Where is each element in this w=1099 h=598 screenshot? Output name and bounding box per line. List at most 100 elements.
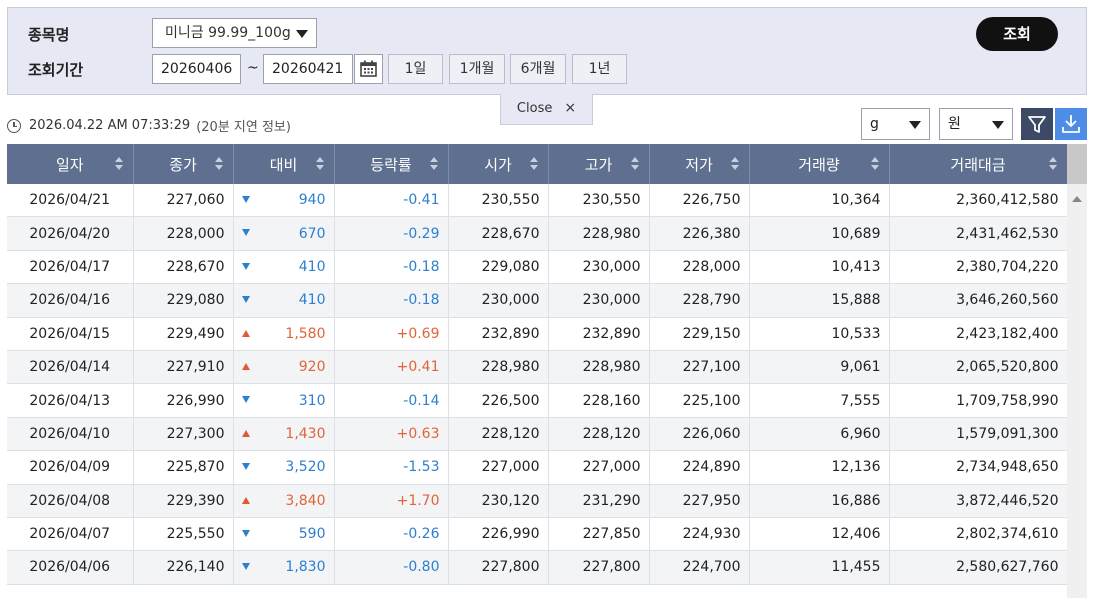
sort-icon[interactable] [870, 157, 879, 171]
cell-amount: 2,431,462,530 [889, 216, 1068, 251]
table-row[interactable]: 2026/04/20 228,000 670 -0.29 228,670 228,980 2… [7, 216, 1068, 251]
cell-close: 226,140 [133, 550, 234, 585]
cell-close: 226,990 [133, 383, 234, 418]
column-header-rate[interactable]: 등락률 [334, 144, 449, 184]
triangle-up-icon [241, 329, 250, 337]
cell-value: 1,709,758,990 [956, 392, 1059, 409]
cell-value: 228,160 [582, 392, 641, 409]
cell-value: 227,060 [166, 192, 225, 209]
cell-value: 9,061 [840, 359, 881, 376]
cell-high: 228,120 [548, 417, 650, 452]
column-header-volume[interactable]: 거래량 [749, 144, 890, 184]
sort-icon[interactable] [630, 157, 639, 171]
column-header-high[interactable]: 고가 [548, 144, 650, 184]
filter-button[interactable] [1021, 108, 1053, 140]
cell-date: 2026/04/16 [7, 283, 134, 318]
table-row[interactable]: 2026/04/21 227,060 940 -0.41 230,550 230,550 2… [7, 184, 1068, 218]
period-6m-button[interactable]: 6개월 [510, 54, 566, 84]
cell-volume: 15,888 [749, 283, 890, 318]
cell-change: 920 [233, 350, 335, 385]
cell-value: 10,364 [831, 192, 881, 209]
cell-value: +0.63 [396, 425, 440, 442]
cell-open: 230,120 [448, 484, 549, 518]
cell-amount: 2,360,412,580 [889, 184, 1068, 218]
column-header-amount[interactable]: 거래대금 [889, 144, 1068, 184]
cell-value: 226,750 [682, 192, 741, 209]
table-row[interactable]: 2026/04/16 229,080 410 -0.18 230,000 230,000 2… [7, 283, 1068, 318]
table-row[interactable]: 2026/04/09 225,870 3,520 -1.53 227,000 227,00… [7, 450, 1068, 485]
cell-change: 1,830 [233, 550, 335, 585]
cell-value: 2026/04/08 [29, 492, 111, 509]
table-row[interactable]: 2026/04/13 226,990 310 -0.14 226,500 228,160 2… [7, 383, 1068, 418]
cell-change: 1,430 [233, 417, 335, 452]
cell-rate: -0.26 [334, 517, 449, 552]
cell-high: 228,980 [548, 216, 650, 251]
calendar-button[interactable] [354, 54, 383, 84]
period-1m-button[interactable]: 1개월 [449, 54, 505, 84]
cell-volume: 12,406 [749, 517, 890, 552]
column-header-close[interactable]: 종가 [133, 144, 234, 184]
table-scrollbar[interactable] [1067, 144, 1087, 598]
weight-unit-select[interactable]: g [861, 108, 930, 140]
scroll-up-icon[interactable] [1072, 196, 1082, 202]
table-body: 2026/04/21 227,060 940 -0.41 230,550 230,550 2… [7, 184, 1068, 585]
delay-note: (20분 지연 정보) [196, 120, 291, 135]
end-date-input[interactable]: 20260421 [263, 54, 353, 84]
table-row[interactable]: 2026/04/17 228,670 410 -0.18 229,080 230,000 2… [7, 250, 1068, 285]
cell-value: 226,060 [682, 425, 741, 442]
cell-value: 2026/04/21 [29, 192, 111, 209]
close-label: Close [516, 101, 553, 116]
cell-volume: 11,455 [749, 550, 890, 585]
search-panel: 종목명 미니금 99.99_100g 조회기간 20260406 ~ 20260… [7, 7, 1087, 95]
cell-value: 225,100 [682, 392, 741, 409]
table-row[interactable]: 2026/04/10 227,300 1,430 +0.63 228,120 228,12… [7, 417, 1068, 452]
sort-icon[interactable] [1048, 157, 1057, 171]
table-row[interactable]: 2026/04/08 229,390 3,840 +1.70 230,120 231,29… [7, 484, 1068, 518]
cell-value: 7,555 [840, 392, 881, 409]
table-row[interactable]: 2026/04/15 229,490 1,580 +0.69 232,890 232,89… [7, 317, 1068, 351]
sort-icon[interactable] [529, 157, 538, 171]
item-label: 종목명 [28, 26, 70, 44]
cell-value: -0.18 [403, 292, 440, 309]
period-1d-button[interactable]: 1일 [388, 54, 443, 84]
cell-rate: +0.41 [334, 350, 449, 385]
cell-close: 227,300 [133, 417, 234, 452]
item-select[interactable]: 미니금 99.99_100g [152, 18, 317, 48]
cell-amount: 1,579,091,300 [889, 417, 1068, 452]
column-header-open[interactable]: 시가 [448, 144, 549, 184]
cell-change: 410 [233, 283, 335, 318]
currency-unit-select[interactable]: 원 [939, 108, 1013, 140]
table-header-row: 일자 종가 대비 등락률 시가 고가 저가 거래량 거래대금 [7, 144, 1068, 184]
table-row[interactable]: 2026/04/14 227,910 920 +0.41 228,980 228,980 2… [7, 350, 1068, 385]
start-date-input[interactable]: 20260406 [152, 54, 241, 84]
sort-icon[interactable] [214, 157, 223, 171]
cell-close: 225,550 [133, 517, 234, 552]
close-panel-tab[interactable]: Close × [500, 94, 593, 125]
sort-icon[interactable] [114, 157, 123, 171]
sort-icon[interactable] [730, 157, 739, 171]
cell-open: 226,990 [448, 517, 549, 552]
column-header-date[interactable]: 일자 [7, 144, 134, 184]
cell-volume: 16,886 [749, 484, 890, 518]
cell-rate: -1.53 [334, 450, 449, 485]
search-button[interactable]: 조회 [976, 17, 1058, 51]
cell-amount: 2,802,374,610 [889, 517, 1068, 552]
cell-value: +1.70 [396, 492, 440, 509]
filter-icon [1028, 116, 1046, 133]
calendar-icon [360, 60, 377, 77]
cell-value: 228,120 [582, 425, 641, 442]
cell-value: 229,490 [166, 325, 225, 342]
cell-value: 224,890 [682, 459, 741, 476]
table-row[interactable]: 2026/04/07 225,550 590 -0.26 226,990 227,850 2… [7, 517, 1068, 552]
triangle-up-icon [241, 429, 250, 437]
period-1y-button[interactable]: 1년 [572, 54, 627, 84]
column-header-change[interactable]: 대비 [233, 144, 335, 184]
column-header-low[interactable]: 저가 [649, 144, 750, 184]
table-row[interactable]: 2026/04/06 226,140 1,830 -0.80 227,800 227,80… [7, 550, 1068, 585]
sort-icon[interactable] [429, 157, 438, 171]
cell-value: -0.18 [403, 258, 440, 275]
data-timestamp: 2026.04.22 AM 07:33:29 (20분 지연 정보) [7, 116, 291, 135]
cell-value: 224,700 [682, 559, 741, 576]
download-button[interactable] [1055, 108, 1087, 140]
sort-icon[interactable] [315, 157, 324, 171]
